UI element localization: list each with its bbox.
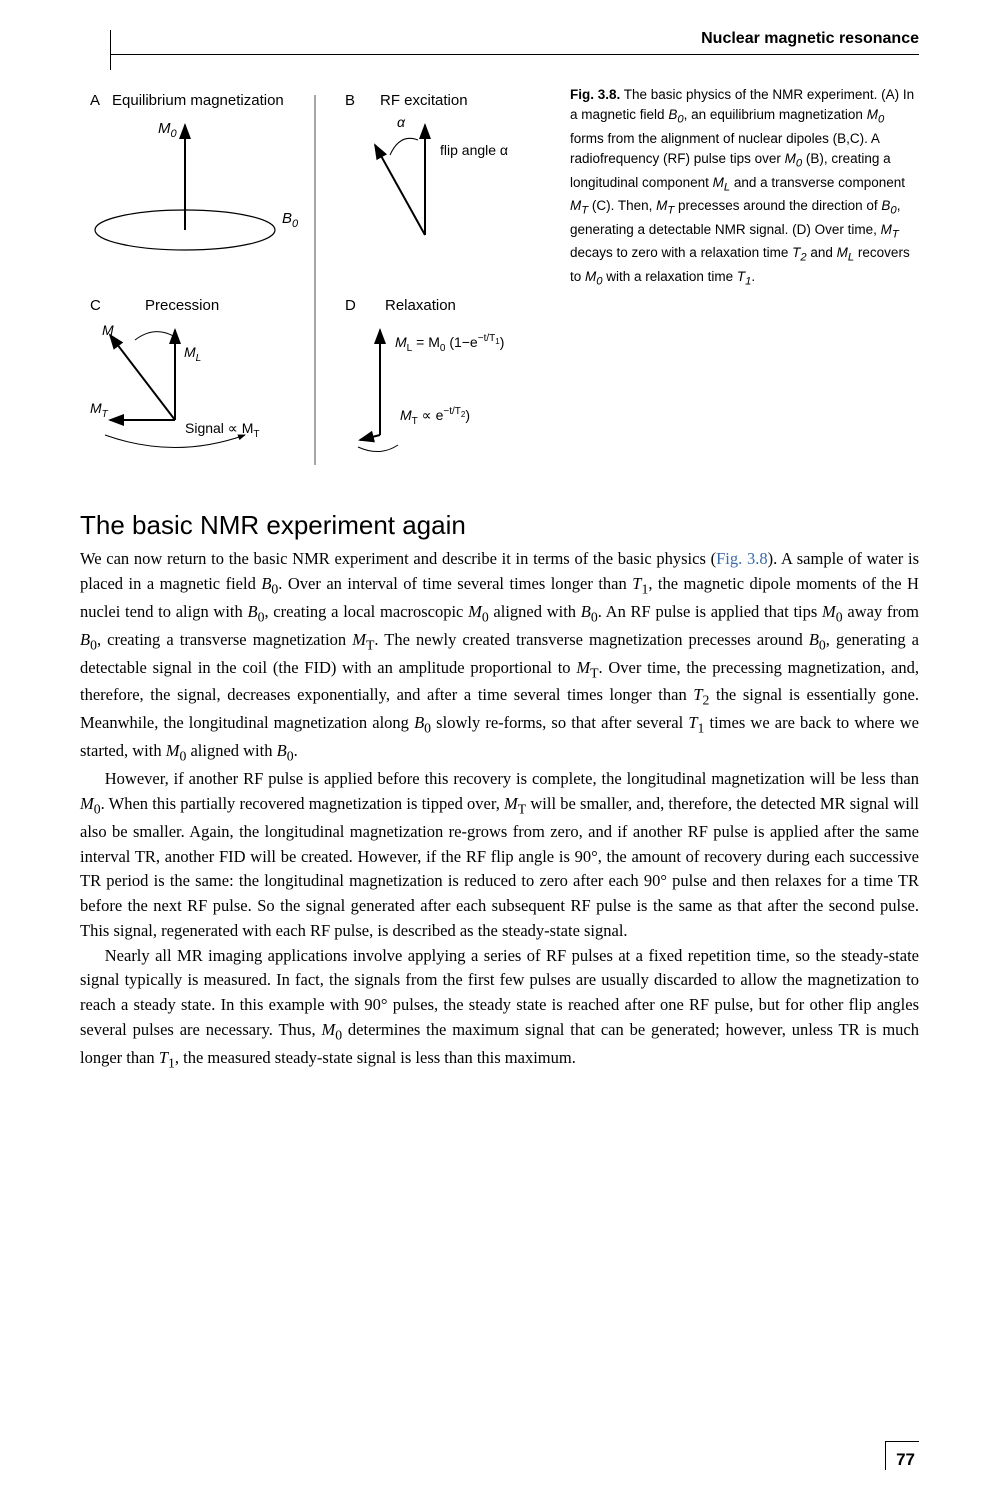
panel-b-title: RF excitation (380, 92, 468, 109)
header-title: Nuclear magnetic resonance (701, 30, 919, 47)
panel-a-title: Equilibrium magnetization (112, 92, 284, 109)
paragraph-2: However, if another RF pulse is applied … (80, 767, 919, 943)
svg-text:MT: MT (90, 400, 109, 420)
svg-text:Signal ∝ MT: Signal ∝ MT (185, 420, 259, 440)
figure-caption: Fig. 3.8. The basic physics of the NMR e… (570, 85, 919, 480)
body-text: We can now return to the basic NMR exper… (80, 547, 919, 1074)
paragraph-3: Nearly all MR imaging applications invol… (80, 944, 919, 1074)
figure-diagram: A Equilibrium magnetization M0 B0 B RF e… (80, 85, 550, 480)
svg-text:ML: ML (184, 344, 201, 364)
panel-d-letter: D (345, 297, 356, 314)
panel-b-letter: B (345, 92, 355, 109)
svg-text:flip angle α: flip angle α (440, 142, 508, 158)
figure-label: Fig. 3.8. (570, 87, 620, 102)
panel-a-letter: A (90, 92, 100, 109)
svg-text:MT ∝ e−t/T2): MT ∝ e−t/T2) (400, 406, 470, 427)
panel-c-letter: C (90, 297, 101, 314)
svg-text:α: α (397, 114, 406, 130)
paragraph-1: We can now return to the basic NMR exper… (80, 547, 919, 767)
panel-d-title: Relaxation (385, 297, 456, 314)
page-number: 77 (885, 1441, 919, 1470)
svg-text:M: M (102, 322, 114, 338)
svg-text:B0: B0 (282, 210, 299, 230)
section-heading: The basic NMR experiment again (80, 510, 919, 541)
running-header: Nuclear magnetic resonance (110, 30, 919, 55)
svg-text:ML = M0 (: ML = M0 (1−e−t/T1) (395, 333, 504, 354)
panel-c-title: Precession (145, 297, 219, 314)
svg-text:M0: M0 (158, 120, 178, 140)
figure-ref-link[interactable]: Fig. 3.8 (716, 549, 767, 568)
figure-area: A Equilibrium magnetization M0 B0 B RF e… (80, 85, 919, 480)
